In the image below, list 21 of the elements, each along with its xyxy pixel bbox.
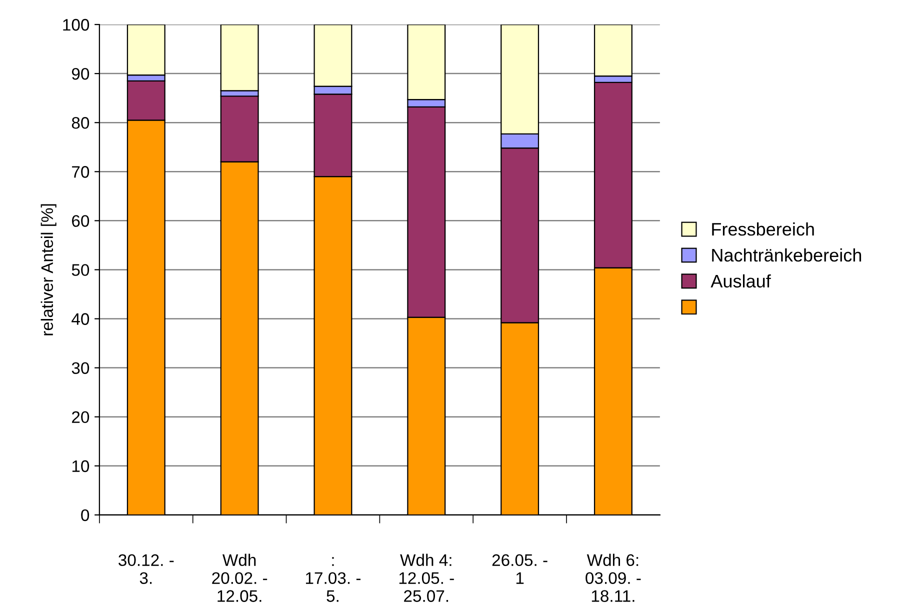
x-tick-label: Wdh 4: 12.05. - 25.07. <box>399 554 454 602</box>
y-tick-label: 60 <box>72 215 90 227</box>
x-tick-label: 26.05. - 1 <box>492 554 548 584</box>
y-tick-label: 10 <box>72 460 90 472</box>
x-tick-label: : 17.03. - 5. <box>306 557 360 602</box>
x-tick-label: 30.12. - 3. <box>118 554 174 584</box>
legend-label: Fressbereich <box>712 222 814 236</box>
y-tick-label: 0 <box>81 509 90 522</box>
legend-label: Auslauf <box>710 274 771 288</box>
y-tick-label: 20 <box>72 411 90 424</box>
y-tick-label: 90 <box>72 68 90 80</box>
legend-label: Nachtränkebereich <box>712 248 862 262</box>
y-tick-label: 70 <box>72 166 90 178</box>
y-axis-title: relativer Anteil [%] <box>40 204 56 336</box>
y-tick-label: 50 <box>72 264 90 276</box>
x-tick-label: Wdh 6: 03.09. - 18.11. <box>586 554 641 602</box>
y-tick-label: 40 <box>72 313 90 325</box>
x-tick-label: Wdh 20.02. - 12.05. <box>212 554 268 602</box>
y-tick-label: 80 <box>72 117 90 129</box>
y-tick-label: 100 <box>63 18 90 31</box>
y-tick-label: 30 <box>72 362 90 374</box>
